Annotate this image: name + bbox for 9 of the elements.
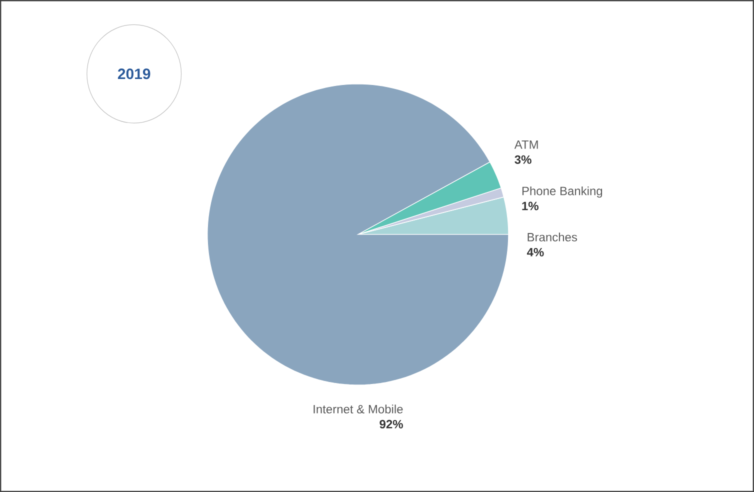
data-label: 4% — [526, 248, 544, 256]
slice-label: ATM — [514, 140, 538, 149]
slice-label: Phone Banking — [522, 186, 602, 198]
slice-label: Branches — [528, 232, 578, 242]
data-label: 92% — [380, 420, 403, 428]
chart-title: 2019 — [118, 68, 150, 80]
data-label: 1% — [522, 202, 538, 210]
data-label: 3% — [514, 155, 532, 164]
slice-label: Internet & Mobile — [314, 404, 403, 414]
